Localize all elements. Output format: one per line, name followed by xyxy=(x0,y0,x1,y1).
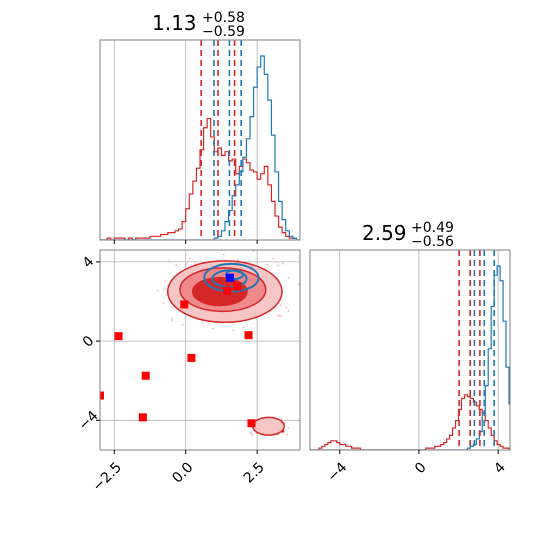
red-contour-secondary xyxy=(252,416,286,436)
joint-sample-dot xyxy=(243,326,245,329)
title-param1-upper: +0.58 xyxy=(202,10,245,26)
joint-sample-dot xyxy=(279,304,282,307)
joint-sample-dot xyxy=(222,253,225,256)
tick-label-param2-x: 0 xyxy=(412,459,430,477)
joint-sample-dot xyxy=(156,289,159,292)
red-square-marker xyxy=(138,413,147,422)
tick-label-param1-x: −2.5 xyxy=(90,459,125,494)
red-square-marker xyxy=(180,300,189,309)
joint-sample-dot xyxy=(284,422,286,424)
title-param1-lower: −0.59 xyxy=(202,24,245,40)
blue-contour-outer xyxy=(203,262,260,293)
histogram-red-param1 xyxy=(100,117,300,240)
joint-sample-dot xyxy=(285,306,288,308)
joint-sample-dot xyxy=(175,264,178,266)
title-param1-value: 1.13 xyxy=(152,11,197,35)
joint-sample-dot xyxy=(287,277,290,279)
joint-sample-dot xyxy=(302,291,304,293)
joint-frame xyxy=(99,249,301,451)
joint-sample-dot xyxy=(201,321,204,324)
marginal2-plot xyxy=(310,250,510,450)
histogram-blue-param2 xyxy=(310,265,510,450)
joint-sample-dot xyxy=(281,262,284,265)
marginal1-plot xyxy=(100,40,300,240)
joint-sample-dot xyxy=(287,426,290,429)
red-square-marker xyxy=(233,282,242,291)
marginal1-frame xyxy=(99,39,301,241)
joint-sample-dot xyxy=(189,257,191,260)
red-square-marker xyxy=(187,353,196,362)
histogram-red-param2 xyxy=(310,394,510,450)
title-param2-upper: +0.49 xyxy=(411,220,454,236)
marginal2-frame xyxy=(309,249,511,451)
joint-sample-dot xyxy=(185,263,188,265)
red-square-marker xyxy=(244,331,253,340)
title-param2-lower: −0.56 xyxy=(411,234,454,250)
joint-sample-dot xyxy=(250,432,253,435)
tick-label-param2-y: −4 xyxy=(76,408,102,434)
joint-sample-dot xyxy=(162,302,165,304)
title-param2: 2.59 +0.49 −0.56 xyxy=(362,220,454,250)
blue-square-marker xyxy=(226,273,234,282)
joint-sample-dot xyxy=(272,257,275,260)
joint-sample-dot xyxy=(232,329,235,332)
joint-sample-dot xyxy=(277,264,280,267)
joint-sample-dot xyxy=(286,433,288,436)
joint-sample-dot xyxy=(171,319,173,322)
joint-sample-dot xyxy=(249,431,251,434)
joint-sample-dot xyxy=(304,293,306,295)
joint-plot xyxy=(100,250,306,436)
blue-contour-inner xyxy=(224,269,245,281)
tick-label-param2-x: −4 xyxy=(325,459,351,485)
joint-sample-dot xyxy=(266,264,269,266)
joint-sample-dot xyxy=(251,434,253,436)
tick-label-param2-y: 0 xyxy=(80,333,98,351)
joint-sample-dot xyxy=(280,315,282,317)
red-square-marker xyxy=(114,332,123,341)
title-param2-value: 2.59 xyxy=(362,221,407,245)
joint-sample-dot xyxy=(287,309,290,312)
joint-sample-dot xyxy=(212,327,214,330)
red-square-marker xyxy=(141,371,150,380)
tick-label-param1-x: 2.5 xyxy=(241,459,268,486)
tick-label-param2-x: 4 xyxy=(491,459,509,477)
joint-sample-dot xyxy=(236,259,239,262)
title-param1: 1.13 +0.58 −0.59 xyxy=(152,10,245,40)
joint-sample-dot xyxy=(277,433,280,436)
joint-sample-dot xyxy=(164,288,166,290)
joint-sample-dot xyxy=(164,280,166,283)
joint-sample-dot xyxy=(182,323,184,326)
joint-sample-dot xyxy=(298,283,300,286)
red-square-marker xyxy=(100,391,104,400)
joint-sample-dot xyxy=(168,260,170,263)
tick-label-param1-x: 0.0 xyxy=(169,459,196,486)
joint-sample-dot xyxy=(171,317,173,320)
joint-sample-dot xyxy=(277,314,280,317)
joint-sample-dot xyxy=(193,263,196,265)
tick-label-param2-y: 4 xyxy=(80,254,98,272)
red-square-marker xyxy=(223,286,232,295)
red-contour-secondary-dot xyxy=(281,429,285,433)
histogram-blue-param1 xyxy=(100,55,300,240)
red-square-marker xyxy=(247,419,256,428)
joint-sample-dot xyxy=(280,418,283,420)
